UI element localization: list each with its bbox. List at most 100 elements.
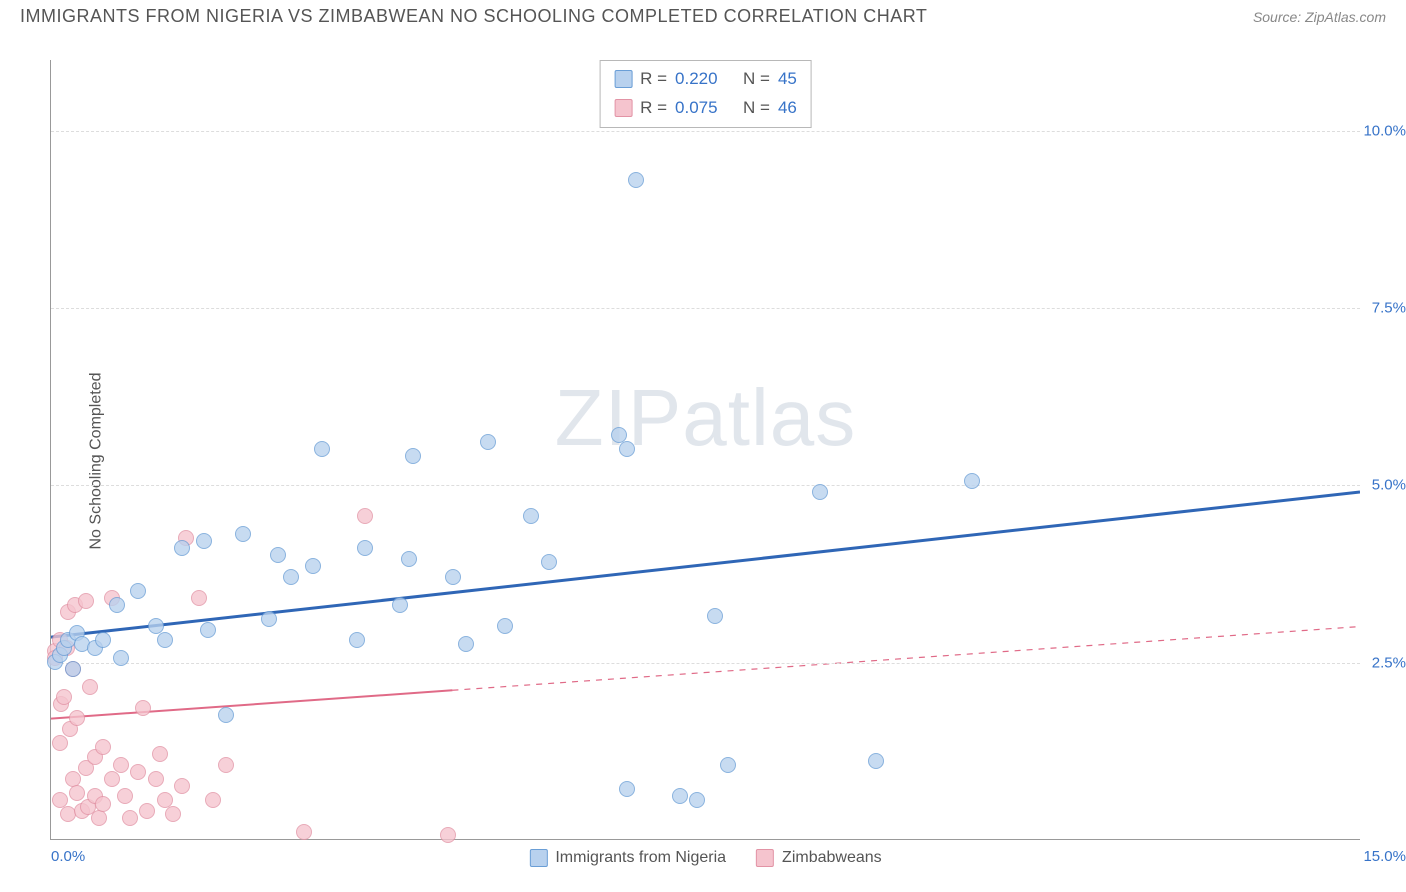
nigeria-point <box>65 661 81 677</box>
nigeria-point <box>812 484 828 500</box>
zimbabwe-point <box>78 593 94 609</box>
y-tick-label: 5.0% <box>1372 477 1406 494</box>
nigeria-point <box>405 448 421 464</box>
zimbabwe-point <box>82 679 98 695</box>
nigeria-point <box>235 526 251 542</box>
zimbabwe-point <box>191 590 207 606</box>
plot-area: ZIPatlas R = 0.220 N = 45 R = 0.075 N = … <box>50 60 1360 840</box>
nigeria-point <box>113 650 129 666</box>
zimbabwe-point <box>440 827 456 843</box>
zimbabwe-point <box>135 700 151 716</box>
swatch-nigeria <box>614 70 632 88</box>
zimbabwe-point <box>152 746 168 762</box>
trend-line <box>51 492 1360 637</box>
swatch-nigeria-icon <box>529 849 547 867</box>
zimbabwe-point <box>205 792 221 808</box>
watermark: ZIPatlas <box>555 372 856 464</box>
legend-label-nigeria: Immigrants from Nigeria <box>555 849 726 867</box>
nigeria-point <box>200 622 216 638</box>
zimbabwe-point <box>117 788 133 804</box>
nigeria-point <box>523 508 539 524</box>
r-value-zimbabwe: 0.075 <box>675 94 718 123</box>
legend-row-nigeria: R = 0.220 N = 45 <box>614 65 797 94</box>
nigeria-point <box>964 473 980 489</box>
nigeria-point <box>109 597 125 613</box>
nigeria-point <box>130 583 146 599</box>
gridline <box>51 308 1360 309</box>
nigeria-point <box>218 707 234 723</box>
zimbabwe-point <box>113 757 129 773</box>
nigeria-point <box>541 554 557 570</box>
zimbabwe-point <box>122 810 138 826</box>
x-tick-min: 0.0% <box>51 848 85 865</box>
swatch-zimbabwe-icon <box>756 849 774 867</box>
zimbabwe-point <box>52 735 68 751</box>
n-label: N = <box>743 94 770 123</box>
nigeria-point <box>458 636 474 652</box>
zimbabwe-point <box>148 771 164 787</box>
nigeria-point <box>689 792 705 808</box>
nigeria-point <box>480 434 496 450</box>
trend-line <box>452 627 1360 691</box>
zimbabwe-point <box>95 796 111 812</box>
series-legend: Immigrants from Nigeria Zimbabweans <box>529 849 881 867</box>
y-tick-label: 2.5% <box>1372 654 1406 671</box>
nigeria-point <box>868 753 884 769</box>
zimbabwe-point <box>56 689 72 705</box>
nigeria-point <box>349 632 365 648</box>
trend-line <box>51 690 452 718</box>
zimbabwe-point <box>218 757 234 773</box>
nigeria-point <box>497 618 513 634</box>
nigeria-point <box>392 597 408 613</box>
gridline <box>51 485 1360 486</box>
nigeria-point <box>95 632 111 648</box>
zimbabwe-point <box>91 810 107 826</box>
legend-item-zimbabwe: Zimbabweans <box>756 849 882 867</box>
nigeria-point <box>357 540 373 556</box>
zimbabwe-point <box>130 764 146 780</box>
nigeria-point <box>672 788 688 804</box>
nigeria-point <box>305 558 321 574</box>
zimbabwe-point <box>95 739 111 755</box>
nigeria-point <box>619 781 635 797</box>
nigeria-point <box>401 551 417 567</box>
n-label: N = <box>743 65 770 94</box>
nigeria-point <box>707 608 723 624</box>
zimbabwe-point <box>165 806 181 822</box>
chart-container: No Schooling Completed ZIPatlas R = 0.22… <box>0 30 1406 892</box>
legend-row-zimbabwe: R = 0.075 N = 46 <box>614 94 797 123</box>
zimbabwe-point <box>357 508 373 524</box>
chart-source: Source: ZipAtlas.com <box>1253 9 1386 25</box>
zimbabwe-point <box>174 778 190 794</box>
nigeria-point <box>619 441 635 457</box>
zimbabwe-point <box>69 710 85 726</box>
r-label: R = <box>640 65 667 94</box>
nigeria-point <box>283 569 299 585</box>
nigeria-point <box>314 441 330 457</box>
nigeria-point <box>445 569 461 585</box>
nigeria-point <box>261 611 277 627</box>
n-value-nigeria: 45 <box>778 65 797 94</box>
nigeria-point <box>157 632 173 648</box>
r-value-nigeria: 0.220 <box>675 65 718 94</box>
x-tick-max: 15.0% <box>1363 848 1406 865</box>
watermark-light: atlas <box>682 373 856 462</box>
legend-item-nigeria: Immigrants from Nigeria <box>529 849 726 867</box>
zimbabwe-point <box>69 785 85 801</box>
y-tick-label: 7.5% <box>1372 300 1406 317</box>
r-label: R = <box>640 94 667 123</box>
zimbabwe-point <box>104 771 120 787</box>
nigeria-point <box>720 757 736 773</box>
correlation-legend: R = 0.220 N = 45 R = 0.075 N = 46 <box>599 60 812 128</box>
nigeria-point <box>174 540 190 556</box>
swatch-zimbabwe <box>614 99 632 117</box>
gridline <box>51 131 1360 132</box>
trend-lines <box>51 60 1360 839</box>
zimbabwe-point <box>139 803 155 819</box>
nigeria-point <box>628 172 644 188</box>
chart-title: IMMIGRANTS FROM NIGERIA VS ZIMBABWEAN NO… <box>20 6 927 27</box>
gridline <box>51 663 1360 664</box>
legend-label-zimbabwe: Zimbabweans <box>782 849 882 867</box>
zimbabwe-point <box>296 824 312 840</box>
y-tick-label: 10.0% <box>1363 122 1406 139</box>
